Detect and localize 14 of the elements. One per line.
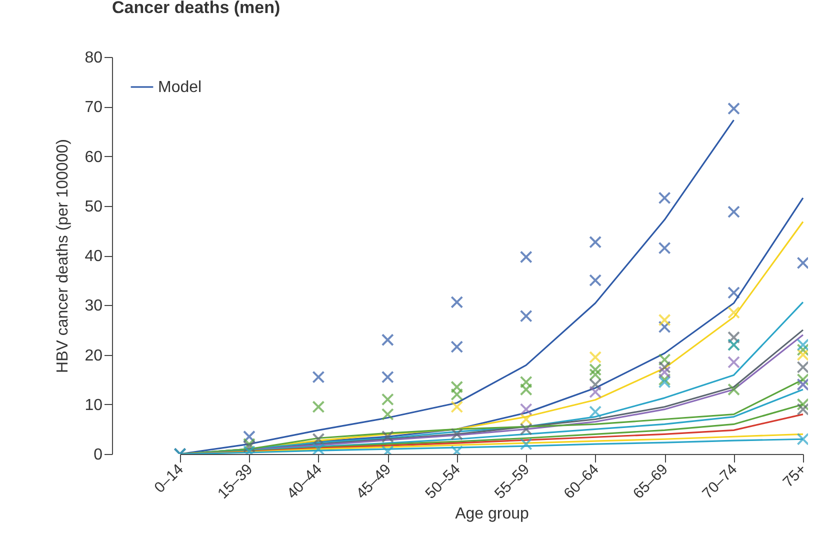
y-tick-label: 10 xyxy=(84,396,103,414)
x-axis-title: Age group xyxy=(455,506,530,523)
y-tick-label: 40 xyxy=(84,248,103,265)
y-tick-label: 50 xyxy=(84,198,103,216)
y-tick-label: 70 xyxy=(84,99,103,116)
x-tick-label: 75+ xyxy=(780,460,810,491)
chart-title: Cancer deaths (men) xyxy=(112,0,280,17)
y-tick-label: 60 xyxy=(84,148,103,166)
y-axis-title: HBV cancer deaths (per 100000) xyxy=(54,139,72,373)
legend-label: Model xyxy=(158,79,202,96)
y-tick-label: 30 xyxy=(84,298,103,315)
y-tick-label: 80 xyxy=(84,50,103,66)
y-tick-label: 20 xyxy=(84,347,103,364)
y-tick-label: 0 xyxy=(94,446,103,464)
